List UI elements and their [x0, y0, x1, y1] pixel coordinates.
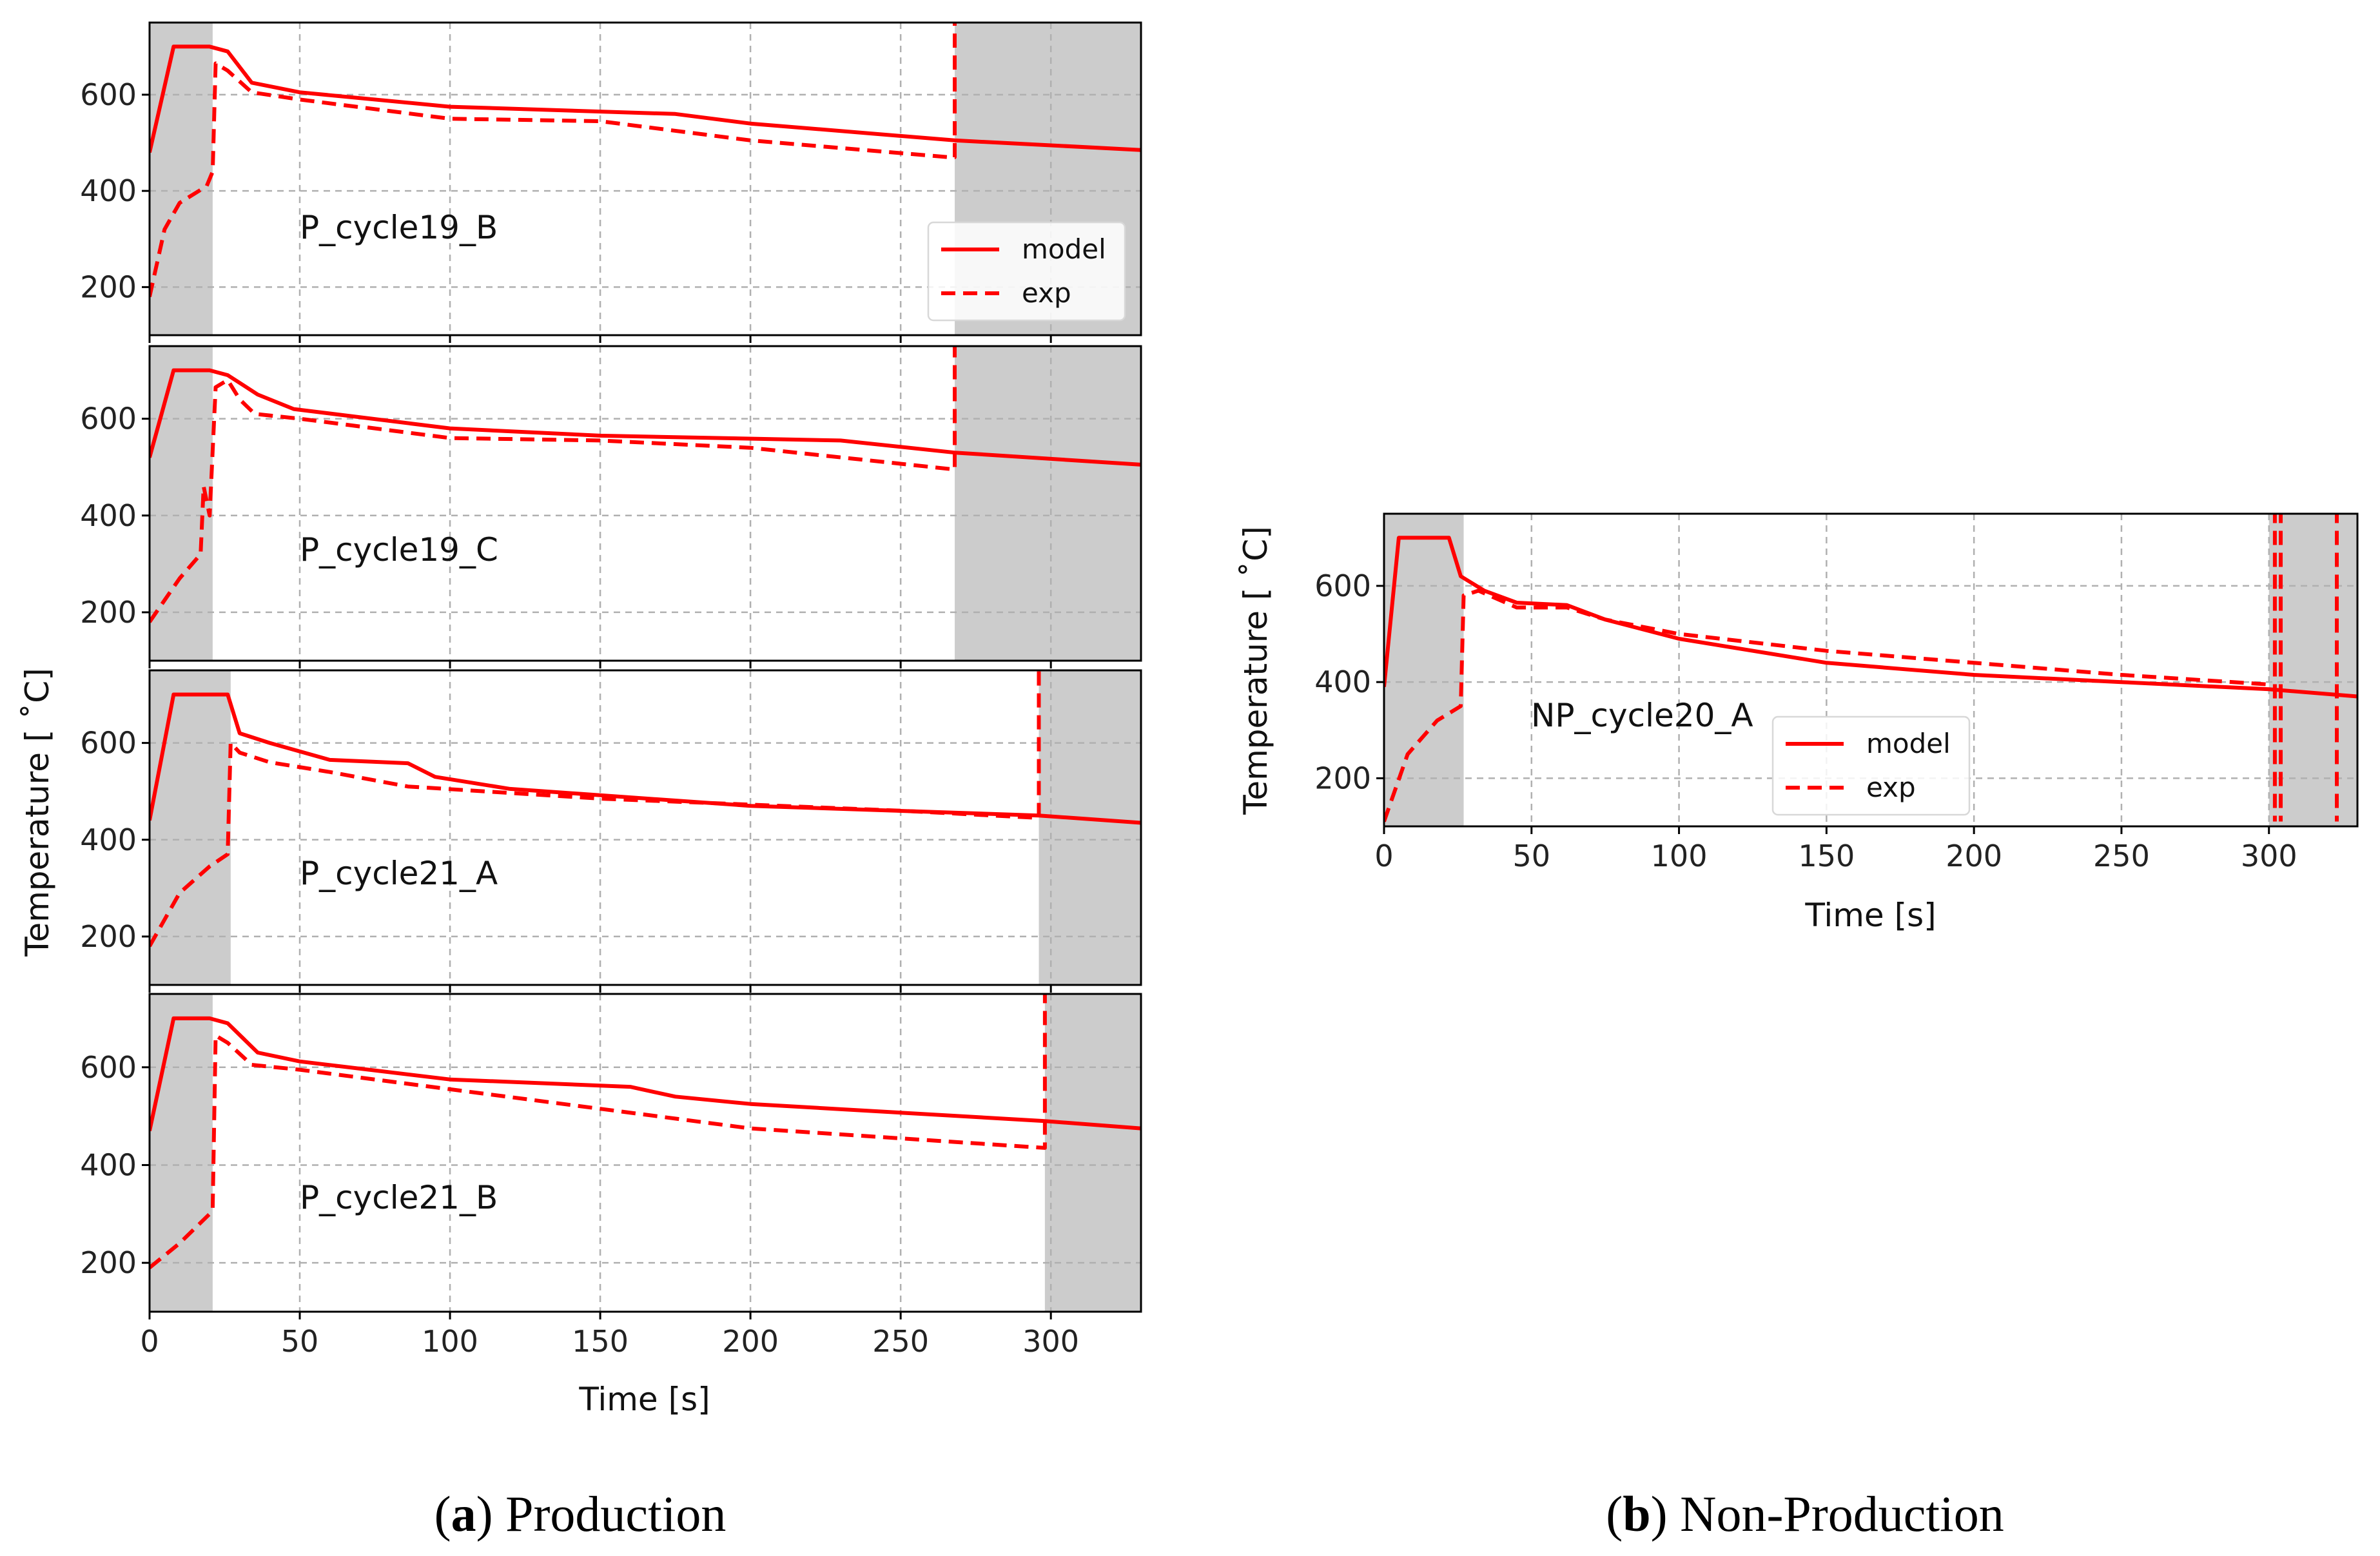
panel-label: P_cycle21_A [300, 855, 498, 892]
x-tick-label: 150 [572, 1324, 629, 1359]
y-tick-label: 200 [1314, 761, 1371, 795]
series-exp-line [1384, 588, 2269, 822]
axes-frame [148, 669, 1142, 986]
panel-P_cycle21_B: 200 400 600 0 50 100 150 200 250 300 P_cycle21_B [80, 993, 1142, 1359]
caption-b: (b) Non-Production [1606, 1486, 2004, 1542]
series-model-line [150, 692, 1141, 825]
left-x-axis-label: Time [s] [578, 1381, 710, 1418]
panel-label: NP_cycle20_A [1531, 697, 1753, 734]
caption-b-letter: b [1623, 1486, 1650, 1542]
x-tick-label: 50 [1513, 839, 1551, 873]
y-tick-label: 200 [80, 269, 137, 304]
legend: model exp [1771, 715, 1971, 816]
axes-frame [1383, 512, 2359, 828]
shaded-region [150, 23, 213, 335]
panel-P_cycle19_C: 200 400 600 P_cycle19_C [80, 345, 1142, 668]
axes-frame [148, 345, 1142, 662]
right-x-axis-label: Time [s] [1804, 897, 1936, 934]
series-group [150, 346, 1141, 623]
y-tick-label: 200 [80, 595, 137, 630]
legend: model exp [927, 221, 1126, 322]
x-tick-label: 0 [1374, 839, 1393, 873]
series-exp-line [150, 23, 957, 297]
x-tick-label: 50 [281, 1324, 319, 1359]
legend-exp-label: exp [1022, 277, 1071, 309]
right-y-axis-label: Temperature [ ˚C] [1237, 526, 1274, 815]
x-tick-label: 150 [1798, 839, 1855, 873]
series-model-line [150, 1016, 1141, 1132]
y-tick-label: 600 [1314, 569, 1371, 603]
y-tick-label: 400 [80, 498, 137, 533]
shaded-region [2268, 514, 2357, 826]
y-tick-label: 400 [80, 1147, 137, 1182]
series-group [150, 670, 1141, 948]
shaded-region [1044, 994, 1141, 1312]
x-tick-label: 250 [2093, 839, 2150, 873]
x-tick-label: 300 [2241, 839, 2297, 873]
y-tick-label: 200 [80, 1245, 137, 1280]
y-tick-label: 600 [80, 402, 137, 436]
y-tick-label: 600 [80, 726, 137, 761]
series-group [150, 23, 1141, 297]
caption-a-letter: a [451, 1486, 476, 1542]
series-exp-line [150, 994, 1047, 1270]
shaded-region [150, 670, 231, 985]
x-tick-label: 300 [1022, 1324, 1079, 1359]
series-group [1384, 514, 2357, 822]
y-tick-label: 400 [1314, 665, 1371, 699]
legend-box [1771, 715, 1971, 816]
series-exp-line [150, 670, 1041, 948]
left-y-axis-label: Temperature [ ˚C] [19, 668, 56, 957]
series-exp-line [150, 346, 957, 623]
panel-label: P_cycle21_B [300, 1179, 498, 1216]
y-tick-label: 400 [80, 173, 137, 208]
series-model-line [150, 368, 1141, 467]
shaded-region [955, 346, 1141, 661]
panel-P_cycle21_A: 200 400 600 P_cycle21_A [80, 669, 1142, 993]
y-tick-label: 200 [80, 919, 137, 954]
x-tick-label: 0 [140, 1324, 159, 1359]
shaded-region [150, 994, 213, 1312]
shaded-region [1039, 670, 1141, 985]
caption-a: (a) Production [434, 1486, 727, 1542]
caption-b-text: Non-Production [1668, 1486, 2004, 1542]
axes-frame [148, 21, 1142, 336]
x-tick-label: 100 [1651, 839, 1708, 873]
axes-frame [148, 993, 1142, 1313]
y-tick-label: 600 [80, 77, 137, 112]
series-group [150, 994, 1141, 1270]
caption-a-text: Production [493, 1486, 727, 1542]
panel-label: P_cycle19_C [300, 531, 498, 569]
y-tick-label: 600 [80, 1050, 137, 1085]
legend-model-label: model [1866, 728, 1951, 759]
panel-label: P_cycle19_B [300, 209, 498, 246]
x-tick-label: 200 [722, 1324, 779, 1359]
legend-model-label: model [1022, 233, 1106, 265]
x-tick-label: 200 [1946, 839, 2002, 873]
legend-exp-label: exp [1866, 772, 1916, 803]
series-model-line [150, 44, 1141, 153]
series-model-line [1384, 536, 2357, 699]
legend-box [927, 221, 1126, 322]
y-tick-label: 400 [80, 822, 137, 857]
x-tick-label: 250 [872, 1324, 929, 1359]
x-tick-label: 100 [422, 1324, 478, 1359]
